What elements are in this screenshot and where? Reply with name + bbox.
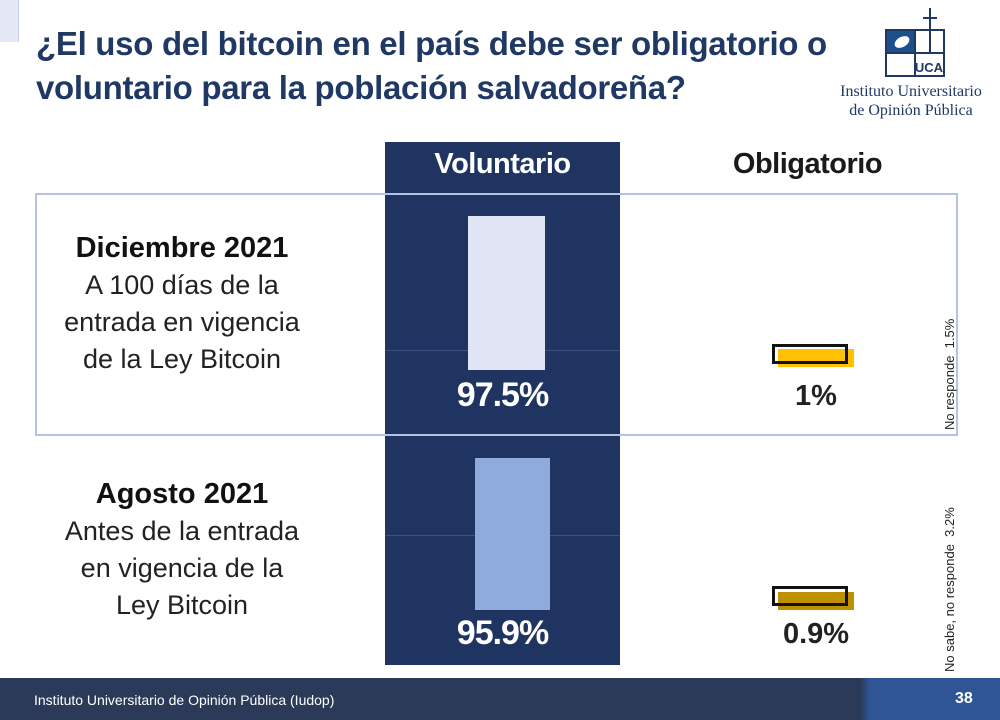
slide-corner-decoration	[0, 0, 19, 42]
row-desc-line: en vigencia de la	[80, 553, 284, 583]
column-header-obligatorio: Obligatorio	[732, 148, 883, 180]
uca-logo-icon: UCA	[885, 8, 945, 77]
row-period: Diciembre 2021	[75, 232, 289, 264]
value-label-voluntario-december: 97.5%	[456, 376, 549, 414]
value-label-obligatorio-august: 0.9%	[782, 618, 850, 650]
side-note-december: No responde 1.5%	[942, 319, 957, 430]
bar-voluntario-august	[475, 458, 550, 610]
row-desc-line: Ley Bitcoin	[115, 590, 249, 620]
december-row-highlight	[35, 193, 958, 436]
logo-line-2: de Opinión Pública	[849, 102, 973, 119]
row-desc-line: Antes de la entrada	[64, 516, 300, 546]
side-note-august: No sabe, no responde 3.2%	[942, 507, 957, 672]
side-note-label: No responde	[942, 355, 957, 430]
value-label-obligatorio-december: 1%	[795, 380, 837, 412]
bar-outline	[772, 344, 848, 364]
bar-outline	[772, 586, 848, 606]
row-desc-line: entrada en vigencia	[64, 307, 300, 337]
row-label-august: Agosto 2021 Antes de la entrada en vigen…	[32, 476, 332, 624]
value-label-voluntario-august: 95.9%	[456, 614, 549, 652]
side-note-value: 3.2%	[942, 507, 957, 537]
side-note-label: No sabe, no responde	[942, 544, 957, 672]
footer-bar	[0, 678, 1000, 720]
side-note-value: 1.5%	[942, 318, 957, 349]
svg-text:UCA: UCA	[915, 60, 944, 75]
bar-voluntario-december	[468, 215, 545, 370]
slide-title: ¿El uso del bitcoin en el país debe ser …	[36, 25, 827, 106]
row-period: Agosto 2021	[95, 478, 269, 510]
row-desc-line: A 100 días de la	[85, 270, 279, 300]
column-header-voluntario: Voluntario	[434, 148, 571, 180]
logo-text: Instituto Universitario de Opinión Públi…	[826, 82, 996, 120]
row-desc-line: de la Ley Bitcoin	[82, 344, 282, 374]
row-label-december: Diciembre 2021 A 100 días de la entrada …	[32, 230, 332, 378]
page-number: 38	[955, 690, 973, 707]
footer-text: Instituto Universitario de Opinión Públi…	[34, 692, 335, 708]
logo-line-1: Instituto Universitario	[840, 83, 982, 100]
